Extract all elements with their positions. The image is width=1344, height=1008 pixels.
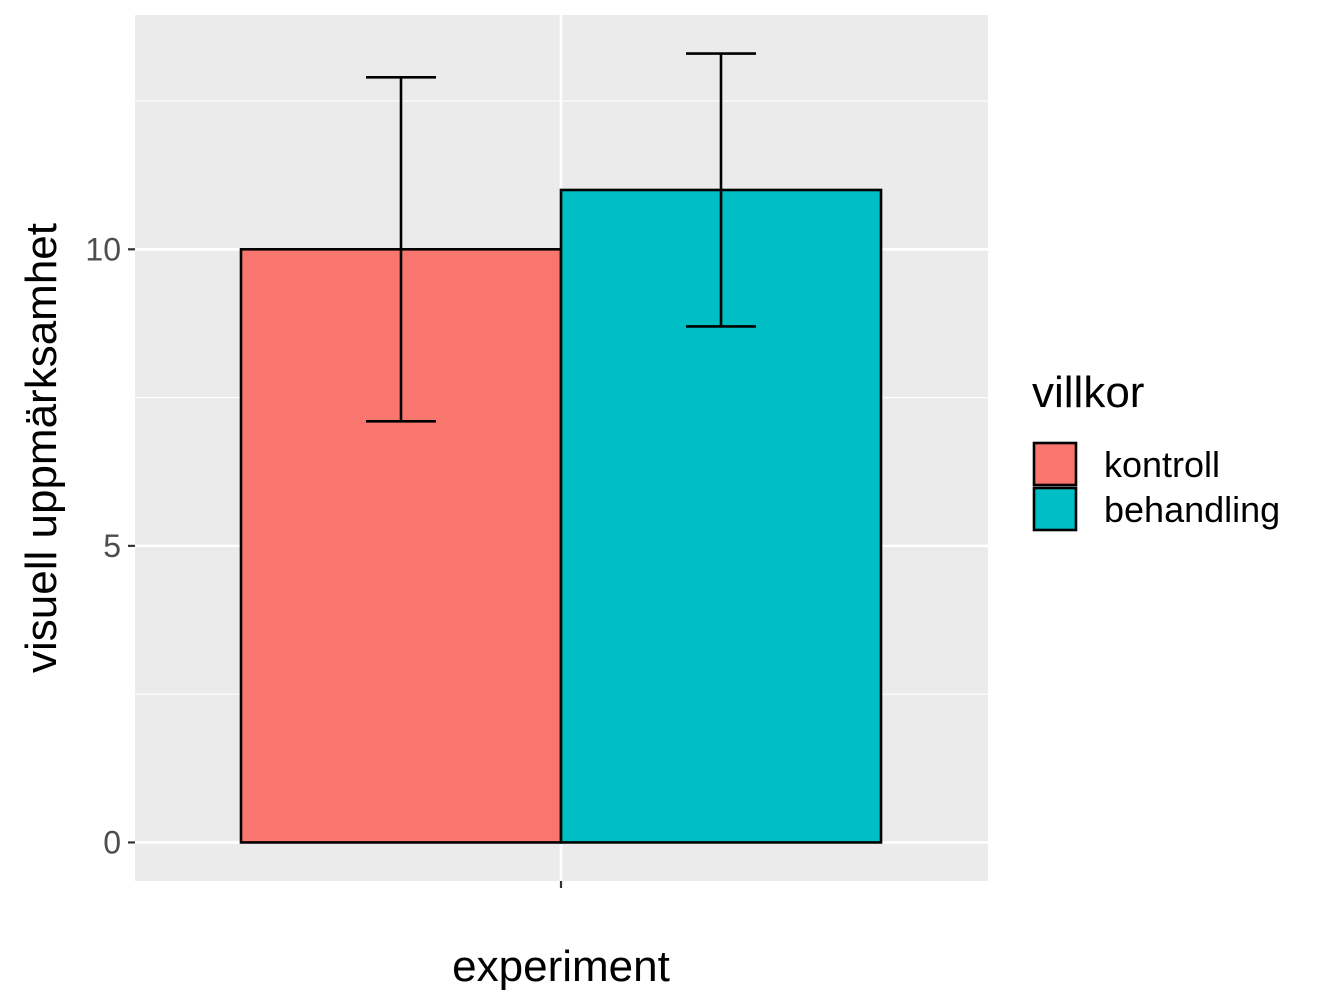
y-axis-title: visuell uppmärksamhet — [17, 223, 66, 673]
x-axis-title: experiment — [452, 942, 670, 991]
error-bars — [366, 52, 756, 423]
legend-title: villkor — [1032, 368, 1144, 417]
legend-key-behandling — [1032, 486, 1078, 532]
bars — [239, 188, 883, 844]
legend-key-kontroll — [1032, 441, 1078, 487]
legend-label-kontroll: kontroll — [1104, 444, 1220, 485]
y-axis-ticks: 0 5 10 — [85, 231, 135, 860]
y-tick-label: 5 — [103, 528, 121, 564]
y-tick-label: 0 — [103, 824, 121, 860]
y-tick-label: 10 — [85, 231, 121, 267]
legend-label-behandling: behandling — [1104, 489, 1280, 530]
